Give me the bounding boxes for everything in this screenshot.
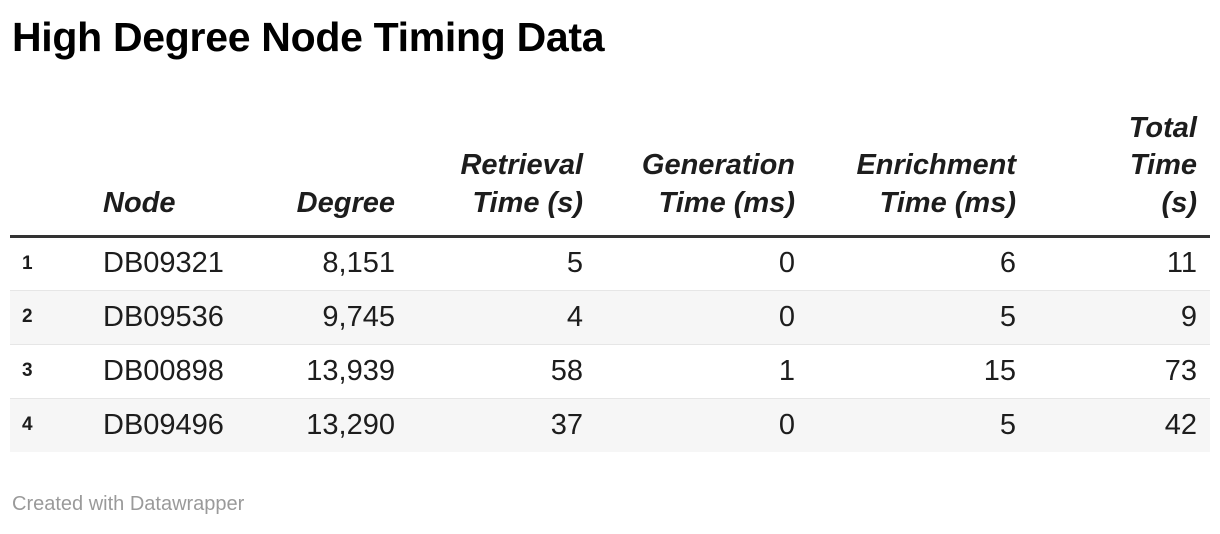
row-number-header <box>10 61 91 238</box>
row-number: 3 <box>10 343 91 399</box>
cell-retrieval-time: 4 <box>408 289 596 345</box>
cell-enrichment-time: 5 <box>808 397 1029 453</box>
cell-total-time: 73 <box>1029 343 1210 399</box>
cell-degree: 13,290 <box>241 397 408 453</box>
cell-degree: 13,939 <box>241 343 408 399</box>
header-row: Node Degree Retrieval Time (s) Generatio… <box>10 61 1210 238</box>
cell-node: DB09496 <box>91 397 241 453</box>
row-number: 1 <box>22 252 33 274</box>
column-header-generation-time: Generation Time (ms) <box>596 61 808 238</box>
column-header-total-time: Total Time (s) <box>1029 61 1210 238</box>
column-header-retrieval-time: Retrieval Time (s) <box>408 61 596 238</box>
row-number: 4 <box>10 397 91 453</box>
cell-node: DB00898 <box>91 343 241 399</box>
cell-generation-time: 0 <box>778 247 795 280</box>
cell-degree: 9,745 <box>241 289 408 345</box>
cell-retrieval-time: 58 <box>408 343 596 399</box>
attribution: Created with Datawrapper <box>12 493 245 516</box>
cell-retrieval-time: 37 <box>408 397 596 453</box>
column-header-node: Node <box>91 61 241 238</box>
datawrapper-table-chart: High Degree Node Timing Data Node Degree… <box>10 14 1210 516</box>
table-row: 2 DB09536 9,745 4 0 5 9 <box>10 289 1210 345</box>
table-row: 1 DB09321 8,151 5 0 6 11 <box>10 236 1210 290</box>
table-row: 4 DB09496 13,290 37 0 5 42 <box>10 397 1210 453</box>
cell-degree: 8,151 <box>322 247 395 280</box>
cell-node: DB09321 <box>103 247 224 280</box>
cell-enrichment-time: 6 <box>999 247 1016 280</box>
cell-total-time: 11 <box>1166 247 1197 280</box>
cell-total-time: 9 <box>1029 289 1210 345</box>
column-header-enrichment-time: Enrichment Time (ms) <box>808 61 1029 238</box>
cell-retrieval-time: 5 <box>566 247 583 280</box>
cell-generation-time: 0 <box>596 289 808 345</box>
column-header-degree: Degree <box>241 61 408 238</box>
cell-total-time: 42 <box>1029 397 1210 453</box>
cell-enrichment-time: 5 <box>808 289 1029 345</box>
cell-generation-time: 1 <box>596 343 808 399</box>
row-number: 2 <box>10 289 91 345</box>
data-table: Node Degree Retrieval Time (s) Generatio… <box>10 61 1210 453</box>
cell-generation-time: 0 <box>596 397 808 453</box>
cell-enrichment-time: 15 <box>808 343 1029 399</box>
table-row: 3 DB00898 13,939 58 1 15 73 <box>10 343 1210 399</box>
chart-title: High Degree Node Timing Data <box>12 14 605 60</box>
cell-node: DB09536 <box>91 289 241 345</box>
